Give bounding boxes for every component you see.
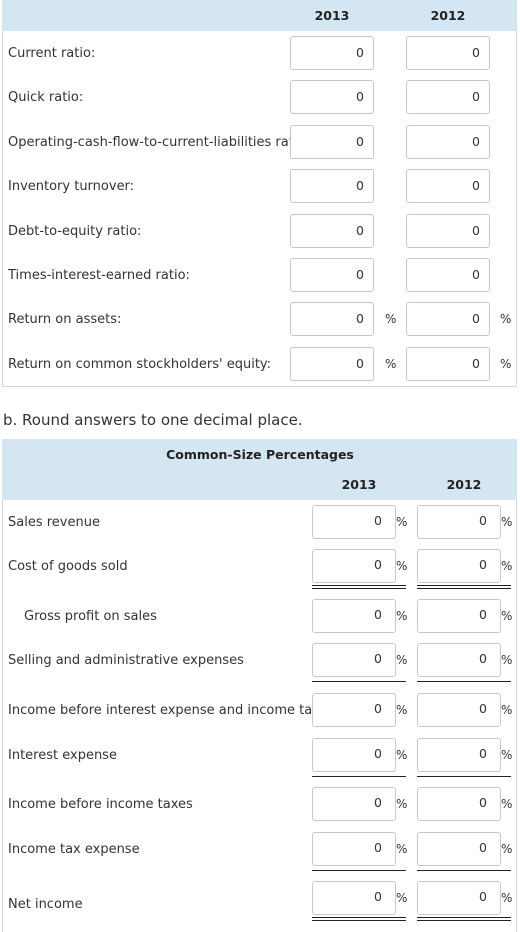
percent-symbol: % bbox=[396, 797, 408, 811]
common-size-label: Net income bbox=[8, 897, 83, 912]
common-size-input-2013[interactable]: 0 bbox=[312, 549, 396, 583]
ratios-col-2013: 2013 bbox=[314, 8, 350, 23]
underline bbox=[417, 870, 511, 871]
percent-symbol: % bbox=[501, 891, 513, 905]
common-size-input-2013[interactable]: 0 bbox=[312, 832, 396, 866]
common-size-header bbox=[2, 439, 517, 500]
ratio-input-2013[interactable]: 0 bbox=[290, 80, 374, 114]
ratio-input-2012[interactable]: 0 bbox=[406, 214, 490, 248]
ratio-label: Return on assets: bbox=[8, 312, 122, 327]
common-size-input-2013[interactable]: 0 bbox=[312, 881, 396, 915]
ratio-input-2013[interactable]: 0 bbox=[290, 302, 374, 336]
percent-symbol: % bbox=[501, 797, 513, 811]
ratio-input-2013[interactable]: 0 bbox=[290, 36, 374, 70]
common-size-label: Sales revenue bbox=[8, 515, 100, 530]
double-underline bbox=[417, 917, 511, 921]
ratio-input-2013[interactable]: 0 bbox=[290, 258, 374, 292]
common-size-title: Common-Size Percentages bbox=[166, 447, 354, 462]
percent-symbol: % bbox=[501, 748, 513, 762]
common-size-label: Cost of goods sold bbox=[8, 559, 128, 574]
percent-symbol: % bbox=[501, 559, 513, 573]
ratio-input-2013[interactable]: 0 bbox=[290, 169, 374, 203]
common-size-input-2012[interactable]: 0 bbox=[417, 787, 501, 821]
percent-symbol: % bbox=[501, 703, 513, 717]
common-size-input-2012[interactable]: 0 bbox=[417, 738, 501, 772]
ratio-input-2012[interactable]: 0 bbox=[406, 302, 490, 336]
instruction-text: b. Round answers to one decimal place. bbox=[3, 411, 303, 429]
common-size-label: Selling and administrative expenses bbox=[8, 653, 244, 668]
common-size-input-2012[interactable]: 0 bbox=[417, 505, 501, 539]
percent-symbol: % bbox=[385, 312, 397, 326]
double-underline bbox=[312, 917, 406, 921]
ratio-input-2012[interactable]: 0 bbox=[406, 125, 490, 159]
percent-symbol: % bbox=[385, 357, 397, 371]
ratio-input-2013[interactable]: 0 bbox=[290, 214, 374, 248]
common-size-input-2013[interactable]: 0 bbox=[312, 599, 396, 633]
ratio-label: Operating-cash-flow-to-current-liabiliti… bbox=[8, 135, 310, 150]
ratio-input-2012[interactable]: 0 bbox=[406, 258, 490, 292]
ratio-input-2013[interactable]: 0 bbox=[290, 125, 374, 159]
double-underline bbox=[312, 585, 406, 589]
ratio-input-2012[interactable]: 0 bbox=[406, 347, 490, 381]
percent-symbol: % bbox=[501, 842, 513, 856]
common-size-label: Income before income taxes bbox=[8, 797, 193, 812]
percent-symbol: % bbox=[500, 312, 512, 326]
ratio-input-2012[interactable]: 0 bbox=[406, 169, 490, 203]
common-size-col-2012: 2012 bbox=[446, 477, 482, 492]
common-size-input-2013[interactable]: 0 bbox=[312, 738, 396, 772]
common-size-col-2013: 2013 bbox=[341, 477, 377, 492]
percent-symbol: % bbox=[396, 891, 408, 905]
common-size-input-2012[interactable]: 0 bbox=[417, 832, 501, 866]
underline bbox=[417, 681, 511, 682]
ratio-label: Quick ratio: bbox=[8, 90, 84, 105]
common-size-label: Income before interest expense and incom… bbox=[8, 703, 335, 718]
percent-symbol: % bbox=[396, 842, 408, 856]
ratio-label: Inventory turnover: bbox=[8, 179, 135, 194]
ratio-input-2013[interactable]: 0 bbox=[290, 347, 374, 381]
common-size-input-2012[interactable]: 0 bbox=[417, 643, 501, 677]
common-size-label: Income tax expense bbox=[8, 842, 140, 857]
common-size-input-2012[interactable]: 0 bbox=[417, 881, 501, 915]
percent-symbol: % bbox=[396, 609, 408, 623]
common-size-input-2013[interactable]: 0 bbox=[312, 505, 396, 539]
ratio-label: Current ratio: bbox=[8, 46, 96, 61]
common-size-input-2013[interactable]: 0 bbox=[312, 693, 396, 727]
underline bbox=[312, 681, 406, 682]
percent-symbol: % bbox=[501, 609, 513, 623]
common-size-input-2012[interactable]: 0 bbox=[417, 549, 501, 583]
ratio-input-2012[interactable]: 0 bbox=[406, 36, 490, 70]
percent-symbol: % bbox=[500, 357, 512, 371]
ratios-header bbox=[2, 0, 517, 31]
percent-symbol: % bbox=[396, 515, 408, 529]
percent-symbol: % bbox=[396, 559, 408, 573]
percent-symbol: % bbox=[501, 653, 513, 667]
ratio-label: Return on common stockholders' equity: bbox=[8, 357, 272, 372]
common-size-input-2012[interactable]: 0 bbox=[417, 599, 501, 633]
common-size-label: Interest expense bbox=[8, 748, 117, 763]
common-size-input-2013[interactable]: 0 bbox=[312, 643, 396, 677]
percent-symbol: % bbox=[396, 653, 408, 667]
common-size-input-2013[interactable]: 0 bbox=[312, 787, 396, 821]
underline bbox=[312, 870, 406, 871]
ratio-input-2012[interactable]: 0 bbox=[406, 80, 490, 114]
ratio-label: Times-interest-earned ratio: bbox=[8, 268, 190, 283]
percent-symbol: % bbox=[501, 515, 513, 529]
percent-symbol: % bbox=[396, 703, 408, 717]
underline bbox=[312, 776, 406, 777]
percent-symbol: % bbox=[396, 748, 408, 762]
underline bbox=[417, 776, 511, 777]
ratio-label: Debt-to-equity ratio: bbox=[8, 224, 142, 239]
ratios-col-2012: 2012 bbox=[430, 8, 466, 23]
double-underline bbox=[417, 585, 511, 589]
common-size-input-2012[interactable]: 0 bbox=[417, 693, 501, 727]
common-size-label: Gross profit on sales bbox=[24, 609, 157, 624]
